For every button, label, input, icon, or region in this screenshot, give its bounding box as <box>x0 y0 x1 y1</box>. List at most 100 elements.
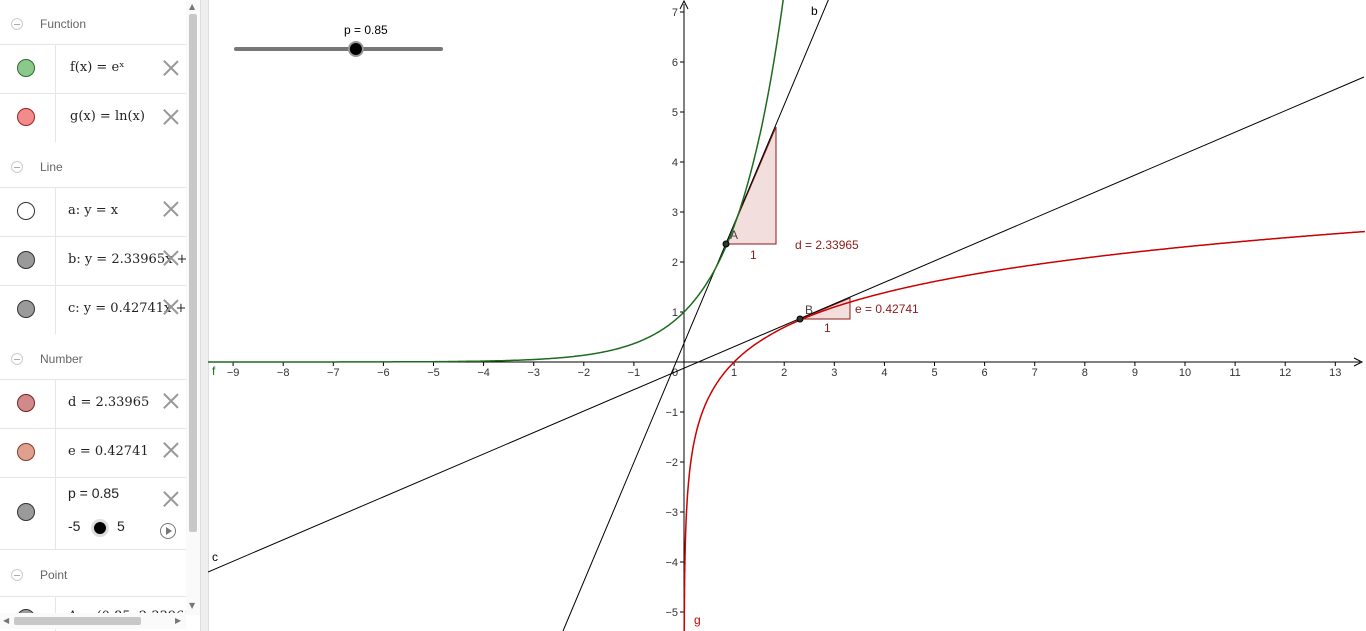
y-tick-label: 6 <box>672 57 678 69</box>
visibility-marble-icon[interactable] <box>17 443 35 461</box>
delete-icon[interactable] <box>162 200 180 218</box>
section-title: Function <box>40 17 87 31</box>
x-tick-label: −3 <box>527 367 540 379</box>
vertical-scrollbar[interactable]: ▲ ▼ <box>186 0 200 615</box>
delete-icon[interactable] <box>162 490 180 508</box>
y-tick-label: 3 <box>672 207 678 219</box>
x-tick-label: 4 <box>881 367 887 379</box>
scroll-right-icon[interactable]: ▶ <box>175 616 182 625</box>
label-B: B <box>805 303 813 317</box>
label-one-a: 1 <box>750 248 757 262</box>
section-function[interactable]: Function <box>0 2 186 46</box>
visibility-marble-icon[interactable] <box>17 251 35 269</box>
x-tick-label: 5 <box>931 367 937 379</box>
play-icon[interactable] <box>160 523 176 539</box>
expression-p[interactable]: p = 0.85 <box>68 485 119 501</box>
tangent-line-c[interactable] <box>208 76 1365 573</box>
algebra-row-c[interactable]: c: y = 0.42741x + 0. <box>0 285 186 334</box>
y-tick-label: −3 <box>665 507 678 519</box>
collapse-icon[interactable] <box>11 18 23 30</box>
visibility-marble-icon[interactable] <box>17 300 35 318</box>
visibility-marble-icon[interactable] <box>17 394 35 412</box>
section-point[interactable]: Point <box>0 553 186 597</box>
slider-handle[interactable] <box>91 519 109 537</box>
delete-icon[interactable] <box>162 392 180 410</box>
delete-icon[interactable] <box>162 441 180 459</box>
tangent-line-b[interactable] <box>562 0 830 631</box>
scroll-down-icon[interactable]: ▼ <box>189 601 196 610</box>
collapse-icon[interactable] <box>11 569 23 581</box>
slider-max: 5 <box>117 518 125 534</box>
x-tick-label: 8 <box>1082 367 1088 379</box>
expression-e[interactable]: e = 0.42741 <box>68 444 149 459</box>
y-tick-label: 5 <box>672 107 678 119</box>
x-tick-label: 3 <box>831 367 837 379</box>
visibility-marble-icon[interactable] <box>17 108 35 126</box>
algebra-row-b[interactable]: b: y = 2.33965x + ( <box>0 236 186 285</box>
algebra-row-d[interactable]: d = 2.33965 <box>0 379 186 428</box>
label-line-b: b <box>811 4 818 18</box>
visibility-marble-icon[interactable] <box>17 503 35 521</box>
algebra-row-e[interactable]: e = 0.42741 <box>0 428 186 477</box>
collapse-icon[interactable] <box>11 161 23 173</box>
expression-f[interactable]: f(x) = eˣ <box>70 60 125 75</box>
x-tick-label: 12 <box>1279 367 1291 379</box>
horizontal-scrollbar[interactable]: ◀ ▶ <box>0 613 186 629</box>
label-curve-f: f <box>212 364 216 378</box>
label-line-c: c <box>212 550 218 564</box>
expression-g[interactable]: g(x) = ln(x) <box>70 109 145 124</box>
x-tick-label: 13 <box>1329 367 1341 379</box>
curve-f[interactable] <box>208 0 784 363</box>
x-tick-label: −7 <box>327 367 340 379</box>
delete-icon[interactable] <box>162 298 180 316</box>
panel-divider[interactable] <box>200 0 209 631</box>
algebra-row-g[interactable]: g(x) = ln(x) <box>0 93 186 142</box>
y-tick-label: −4 <box>665 557 678 569</box>
x-axis-arrow-icon <box>1353 357 1364 367</box>
label-A: A <box>730 228 738 242</box>
axes: −9 −8 −7 −6 −5 −4 −3 −2 −1 0 1 2 3 4 5 6 7 8 9 10 11 12 13 765… <box>208 0 1364 631</box>
x-tick-label: −1 <box>628 367 641 379</box>
visibility-marble-icon[interactable] <box>17 202 35 220</box>
expression-d[interactable]: d = 2.33965 <box>68 395 150 410</box>
expression-a[interactable]: a: y = x <box>68 203 119 218</box>
expression-b[interactable]: b: y = 2.33965x + ( <box>68 252 186 267</box>
expression-c[interactable]: c: y = 0.42741x + 0. <box>68 301 186 316</box>
x-tick-label: 0 <box>672 367 678 379</box>
section-number[interactable]: Number <box>0 337 186 381</box>
x-tick-label: −8 <box>277 367 290 379</box>
x-tick-label: −9 <box>227 367 240 379</box>
slider-handle[interactable] <box>347 41 364 57</box>
algebra-row-p[interactable]: p = 0.85 -5 5 <box>0 477 186 550</box>
collapse-icon[interactable] <box>11 353 23 365</box>
point-B[interactable] <box>796 315 804 323</box>
algebra-row-f[interactable]: f(x) = eˣ <box>0 44 186 93</box>
scroll-up-icon[interactable]: ▲ <box>189 2 196 11</box>
delete-icon[interactable] <box>162 249 180 267</box>
y-tick-label: 7 <box>672 7 678 19</box>
point-A[interactable] <box>722 240 730 248</box>
section-line[interactable]: Line <box>0 145 186 189</box>
delete-icon[interactable] <box>162 108 180 126</box>
curve-g[interactable] <box>683 230 1365 631</box>
y-axis-arrow-icon <box>679 0 689 10</box>
scrollbar-thumb[interactable] <box>189 14 197 532</box>
section-title: Point <box>40 568 68 582</box>
x-tick-label: 2 <box>781 367 787 379</box>
x-tick-label: 9 <box>1132 367 1138 379</box>
x-tick-label: −4 <box>477 367 490 379</box>
delete-icon[interactable] <box>162 59 180 77</box>
y-tick-label: 1 <box>672 307 678 319</box>
y-tick-label: 4 <box>672 157 678 169</box>
algebra-row-a[interactable]: a: y = x <box>0 187 186 236</box>
y-tick-label: −5 <box>665 607 678 619</box>
label-e: e = 0.42741 <box>855 302 919 316</box>
visibility-marble-icon[interactable] <box>17 59 35 77</box>
x-tick-label: 10 <box>1179 367 1191 379</box>
scrollbar-thumb[interactable] <box>14 617 141 625</box>
x-tick-label: 7 <box>1032 367 1038 379</box>
y-tick-label: −1 <box>665 407 678 419</box>
scroll-left-icon[interactable]: ◀ <box>3 616 10 625</box>
x-tick-label: 1 <box>731 367 737 379</box>
